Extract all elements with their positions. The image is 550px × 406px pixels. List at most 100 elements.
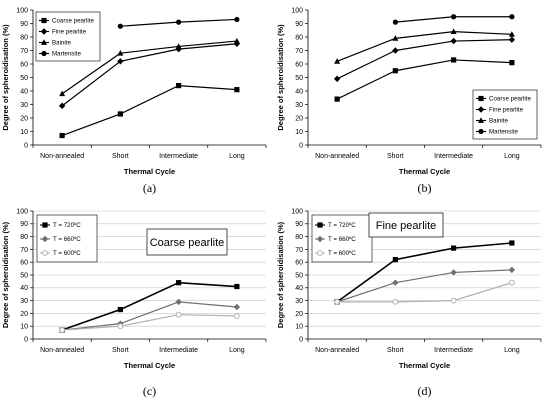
x-tick-label: Non-annealed (40, 347, 84, 354)
data-point-series-2 (233, 303, 241, 311)
legend-label-3: T = 600ºC (328, 250, 356, 257)
y-tick-label: 30 (20, 298, 28, 305)
data-point-series-2 (392, 279, 399, 286)
y-tick-label: 40 (20, 88, 28, 95)
data-point-series-1 (234, 283, 240, 290)
data-point-series-4 (176, 19, 182, 25)
y-tick-label: 40 (295, 88, 303, 95)
y-axis-title: Degree of spheroidisation (%) (1, 24, 10, 131)
y-axis-title: Degree of spheroidisation (%) (276, 221, 285, 328)
y-tick-label: 60 (20, 260, 28, 267)
legend-swatch-marker-2 (40, 28, 48, 35)
series-line-3 (337, 282, 513, 303)
x-axis-title: Thermal Cycle (124, 167, 175, 176)
y-tick-label: 80 (20, 34, 28, 41)
x-tick-label: Short (112, 153, 129, 160)
legend-swatch-marker-4 (478, 128, 484, 135)
series-line-1 (61, 281, 237, 331)
y-tick-label: 10 (20, 129, 28, 136)
series-line-2 (62, 301, 237, 331)
data-point-series-1 (117, 111, 123, 117)
data-point-series-1 (392, 68, 398, 74)
legend-label-1: Coarse pearlite (52, 18, 95, 25)
series-line-1 (336, 59, 512, 100)
data-point-series-3 (508, 31, 515, 37)
legend-label-2: Fine pearlite (52, 29, 87, 36)
legend-swatch-marker-1 (317, 222, 323, 228)
data-point-series-2 (508, 36, 516, 43)
data-point-series-2 (117, 58, 124, 65)
annotation-label: Coarse pearlite (150, 237, 225, 249)
legend-swatch-marker-1 (478, 95, 484, 102)
data-point-series-2 (450, 269, 457, 276)
y-tick-label: 100 (16, 208, 28, 215)
data-point-series-1 (509, 240, 515, 246)
data-point-series-2 (392, 47, 399, 54)
y-tick-label: 80 (20, 234, 28, 241)
x-tick-label: Intermediate (434, 153, 473, 160)
data-point-series-1 (176, 83, 182, 89)
x-tick-label: Long (504, 347, 520, 354)
data-point-series-3 (59, 90, 66, 97)
y-tick-label: 30 (20, 102, 28, 109)
data-point-series-1 (451, 245, 457, 251)
chart-panel-3: 0 10 20 30 40 50 60 70 80 90 100 Non-annealed Short I… (1, 208, 267, 398)
y-tick-label: 0 (299, 336, 303, 343)
data-point-series-3 (233, 37, 240, 44)
data-point-series-3 (392, 35, 399, 41)
legend-swatch-marker-3 (478, 117, 484, 123)
data-point-series-3 (392, 298, 399, 305)
legend-swatch-marker-4 (41, 50, 47, 57)
chart-panel-1: 0 10 20 30 40 50 60 70 80 90 100 Non-annealed Short I… (1, 7, 267, 195)
y-tick-label: 0 (24, 142, 28, 149)
x-axis-title: Thermal Cycle (124, 361, 175, 370)
y-axis-title: Degree of spheroidisation (%) (276, 24, 285, 131)
data-point-series-1 (117, 306, 123, 313)
panel-label: (c) (143, 384, 156, 398)
legend-label-2: Fine pearlite (489, 107, 524, 114)
y-tick-label: 30 (295, 102, 303, 109)
y-tick-label: 20 (295, 311, 303, 318)
series-line-2 (336, 39, 512, 80)
data-point-series-2 (175, 298, 182, 306)
legend-swatch-marker-3 (317, 250, 323, 256)
x-tick-label: Non-annealed (315, 347, 359, 354)
panel-label: (d) (418, 384, 432, 398)
legend-swatch-marker-1 (42, 222, 48, 228)
chart-panel-4: 0 10 20 30 40 50 60 70 80 90 100 Non-annealed Short I… (276, 208, 542, 398)
y-tick-label: 60 (295, 260, 303, 267)
data-point-series-3 (117, 50, 124, 56)
data-point-series-4 (509, 14, 515, 20)
y-tick-label: 100 (291, 208, 303, 215)
data-point-series-3 (59, 327, 66, 333)
x-tick-label: Short (387, 153, 404, 160)
x-tick-label: Short (112, 347, 129, 354)
legend-label-4: Martensite (489, 129, 518, 136)
data-point-series-3 (450, 28, 457, 34)
data-point-series-4 (451, 14, 457, 20)
data-point-series-3 (450, 297, 457, 304)
legend-swatch-marker-2 (477, 106, 485, 113)
legend-label-1: Coarse pearlite (489, 96, 532, 103)
series-line-1 (336, 242, 512, 303)
y-tick-label: 10 (20, 324, 28, 331)
legend-label-3: T = 600ºC (53, 250, 81, 257)
data-point-series-2 (233, 40, 241, 47)
x-tick-label: Long (229, 153, 245, 160)
y-tick-label: 100 (16, 7, 28, 14)
series-line-2 (336, 269, 512, 303)
y-tick-label: 50 (20, 75, 28, 82)
legend-label-3: Bainite (489, 118, 508, 125)
y-tick-label: 70 (295, 247, 303, 254)
data-point-series-3 (334, 298, 341, 305)
data-point-series-1 (334, 96, 340, 102)
data-point-series-3 (233, 313, 240, 319)
y-tick-label: 60 (295, 61, 303, 68)
y-tick-label: 20 (20, 115, 28, 122)
y-tick-label: 10 (295, 324, 303, 331)
y-tick-label: 90 (20, 221, 28, 228)
y-tick-label: 20 (295, 115, 303, 122)
data-point-series-1 (59, 132, 65, 139)
data-point-series-2 (58, 102, 66, 110)
y-axis-title: Degree of spheroidisation (%) (1, 221, 10, 328)
